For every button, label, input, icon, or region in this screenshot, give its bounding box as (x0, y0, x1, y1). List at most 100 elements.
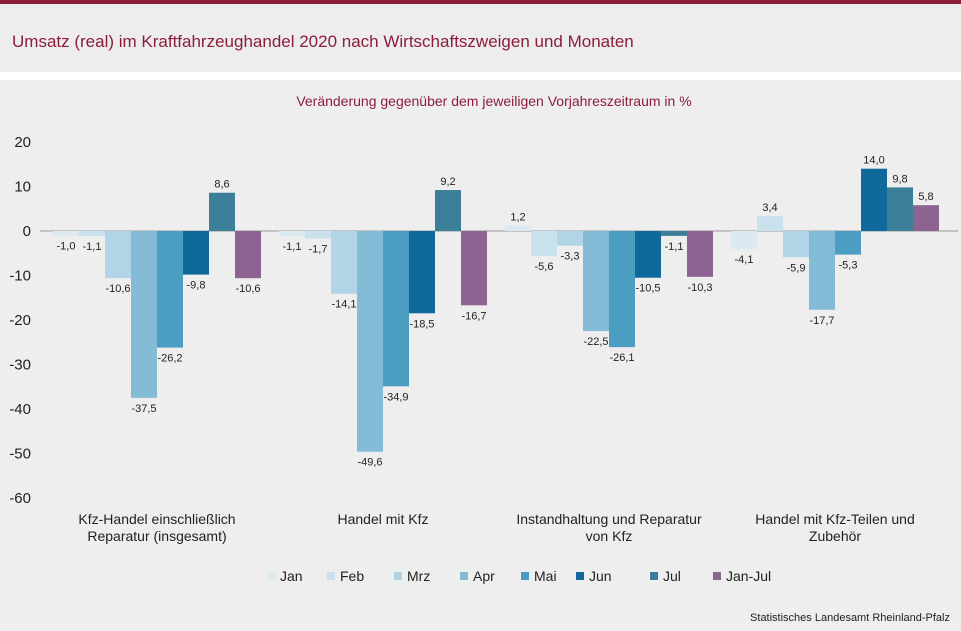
bar (409, 231, 435, 314)
legend-label: Mai (534, 568, 557, 584)
data-label: -1,1 (665, 241, 684, 253)
bar (235, 231, 261, 279)
y-tick-label: 20 (14, 134, 31, 151)
category-label: Instandhaltung und Reparatur (516, 511, 702, 527)
legend-swatch (576, 572, 584, 580)
category-label: Reparatur (insgesamt) (87, 528, 226, 544)
category-label: von Kfz (586, 528, 633, 544)
legend-label: Feb (340, 568, 364, 584)
legend-label: Jan-Jul (726, 568, 771, 584)
data-label: 5,8 (918, 191, 933, 203)
y-tick-label: -50 (9, 446, 31, 463)
data-label: 8,6 (214, 179, 229, 191)
source-note: Statistisches Landesamt Rheinland-Pfalz (750, 612, 950, 624)
legend-swatch (713, 572, 721, 580)
bar (731, 231, 757, 250)
bar (383, 231, 409, 387)
bar (809, 231, 835, 310)
bar (687, 231, 713, 277)
bar (661, 231, 687, 236)
data-label: -49,6 (357, 457, 382, 469)
bar (505, 225, 531, 231)
bar (305, 231, 331, 239)
data-label: -22,5 (583, 336, 608, 348)
bar (131, 231, 157, 398)
data-label: -10,6 (235, 283, 260, 295)
y-tick-label: -20 (9, 312, 31, 329)
data-label: -14,1 (331, 299, 356, 311)
data-label: -5,3 (839, 260, 858, 272)
data-label: -10,5 (635, 283, 660, 295)
bar (79, 231, 105, 236)
top-accent-bar (0, 0, 961, 4)
data-label: -1,1 (83, 241, 102, 253)
bar (331, 231, 357, 294)
data-label: -3,3 (561, 251, 580, 263)
bar (105, 231, 131, 279)
data-label: -17,7 (809, 315, 834, 327)
data-label: -4,1 (735, 254, 754, 266)
data-label: -10,6 (105, 283, 130, 295)
y-tick-label: -30 (9, 357, 31, 374)
data-label: 9,2 (440, 176, 455, 188)
bar (609, 231, 635, 348)
data-label: -1,0 (57, 240, 76, 252)
bar (757, 215, 783, 231)
data-label: -16,7 (461, 310, 486, 322)
legend-swatch (521, 572, 529, 580)
y-tick-label: -60 (9, 490, 31, 507)
data-label: -26,2 (157, 353, 182, 365)
legend-swatch (460, 572, 468, 580)
y-tick-label: 10 (14, 179, 31, 196)
chart-panel (0, 80, 961, 631)
data-label: 14,0 (863, 155, 884, 167)
bar (887, 187, 913, 231)
bar (357, 231, 383, 452)
bar (531, 231, 557, 256)
bar (557, 231, 583, 246)
category-label: Kfz-Handel einschließlich (78, 511, 235, 527)
legend-label: Jul (663, 568, 681, 584)
data-label: -1,7 (309, 244, 328, 256)
bar (913, 205, 939, 231)
data-label: 9,8 (892, 173, 907, 185)
chart-subtitle: Veränderung gegenüber dem jeweiligen Vor… (296, 93, 691, 109)
legend-swatch (394, 572, 402, 580)
bar (635, 231, 661, 278)
bar (435, 190, 461, 231)
legend-swatch (650, 572, 658, 580)
legend-label: Jan (280, 568, 303, 584)
bar (861, 168, 887, 231)
data-label: -9,8 (187, 280, 206, 292)
bar (157, 231, 183, 348)
data-label: 1,2 (510, 212, 525, 224)
title-header: Umsatz (real) im Kraftfahrzeughandel 202… (0, 4, 961, 72)
data-label: -5,6 (535, 261, 554, 273)
bar (279, 231, 305, 236)
data-label: -26,1 (609, 352, 634, 364)
chart-title: Umsatz (real) im Kraftfahrzeughandel 202… (12, 32, 634, 51)
bar (461, 231, 487, 306)
bar (53, 231, 79, 236)
legend-swatch (267, 572, 275, 580)
data-label: -1,1 (283, 241, 302, 253)
category-label: Zubehör (809, 528, 861, 544)
data-label: 3,4 (762, 202, 777, 214)
legend-label: Apr (473, 568, 495, 584)
legend-swatch (327, 572, 335, 580)
data-label: -34,9 (383, 391, 408, 403)
legend-label: Jun (589, 568, 612, 584)
category-label: Handel mit Kfz (337, 511, 428, 527)
y-tick-label: -10 (9, 268, 31, 285)
legend-label: Mrz (407, 568, 430, 584)
bar (183, 231, 209, 275)
bar (583, 231, 609, 332)
data-label: -5,9 (787, 262, 806, 274)
data-label: -10,3 (687, 282, 712, 294)
y-tick-label: -40 (9, 401, 31, 418)
y-tick-label: 0 (23, 223, 31, 240)
category-label: Handel mit Kfz-Teilen und (755, 511, 915, 527)
data-label: -37,5 (131, 403, 156, 415)
